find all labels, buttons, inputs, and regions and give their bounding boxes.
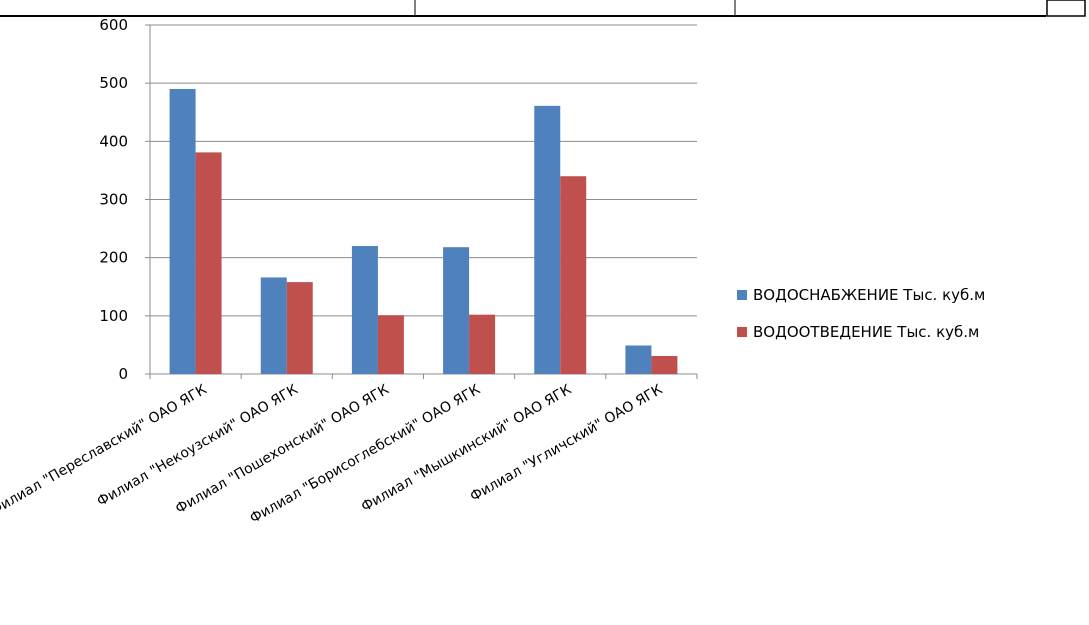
legend: ВОДОСНАБЖЕНИЕ Тыс. куб.м ВОДООТВЕДЕНИЕ Ты… <box>737 286 985 341</box>
y-tick-label: 200 <box>99 249 128 267</box>
bar-water-disposal <box>560 176 587 374</box>
bar-water-supply <box>534 105 561 374</box>
legend-entry-label: ВОДОСНАБЖЕНИЕ Тыс. куб.м <box>753 286 985 304</box>
x-category-label: Филиал "Угличский" ОАО ЯГК <box>467 382 665 506</box>
legend-entry-label: ВОДООТВЕДЕНИЕ Тыс. куб.м <box>753 323 979 341</box>
bar-water-supply <box>443 247 470 374</box>
bar-water-supply <box>260 277 287 374</box>
bar-water-disposal <box>651 355 678 374</box>
bar-water-disposal <box>195 152 222 374</box>
gridlines <box>150 24 697 317</box>
bar-water-supply <box>351 246 378 374</box>
y-tick-label: 500 <box>99 74 128 92</box>
bar-water-disposal <box>286 282 313 374</box>
y-tick-label: 400 <box>99 132 128 150</box>
axes <box>145 24 698 379</box>
bar-water-disposal <box>469 314 496 374</box>
bar-water-disposal <box>377 315 404 374</box>
y-tick-label: 100 <box>99 307 128 325</box>
legend-swatch <box>737 290 747 300</box>
bar-water-supply <box>625 345 652 374</box>
y-tick-label: 600 <box>99 16 128 34</box>
bar-water-supply <box>169 88 196 374</box>
y-tick-label: 0 <box>118 365 128 383</box>
top-table-border <box>0 0 1086 17</box>
bars <box>169 88 678 374</box>
y-tick-label: 300 <box>99 191 128 209</box>
legend-swatch <box>737 327 747 337</box>
